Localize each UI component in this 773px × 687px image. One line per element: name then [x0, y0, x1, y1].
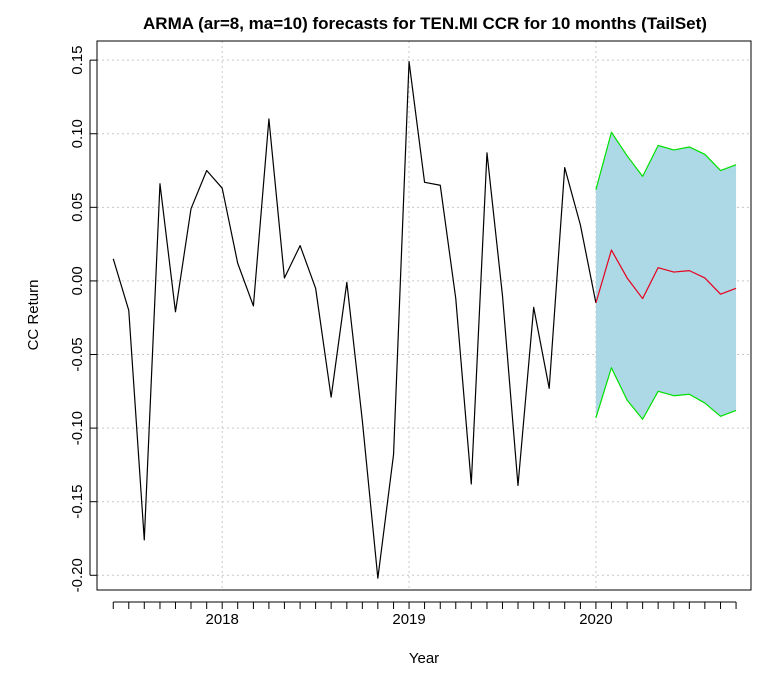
y-tick-label: -0.20: [69, 558, 86, 592]
confidence-band: [595, 132, 737, 420]
series-lines: [112, 61, 737, 579]
y-tick-label: 0.10: [69, 119, 86, 148]
x-axis-label: Year: [409, 650, 439, 667]
x-tick-label: 2018: [206, 611, 239, 628]
series-line-forecast: [595, 249, 737, 304]
series-line-lower-bound: [595, 367, 737, 420]
x-tick-label: 2020: [579, 611, 612, 628]
y-tick-label: -0.15: [69, 485, 86, 519]
series-line-actual: [112, 61, 597, 579]
plot-frame: [96, 40, 752, 591]
series-line-upper-bound: [595, 131, 737, 190]
y-tick-label: 0.15: [69, 46, 86, 75]
y-tick-label: 0.05: [69, 193, 86, 222]
y-tick-label: -0.05: [69, 337, 86, 371]
y-tick-label: 0.00: [69, 266, 86, 295]
y-axis: -0.20 -0.15 -0.10 -0.05 0.00 0.05 0.10 0.15: [69, 46, 97, 592]
x-tick-label: 2019: [392, 611, 425, 628]
y-axis-label: CC Return: [25, 280, 42, 351]
forecast-interval-band: [595, 132, 737, 420]
chart-title: ARMA (ar=8, ma=10) forecasts for TEN.MI …: [143, 14, 707, 33]
y-tick-label: -0.10: [69, 411, 86, 445]
x-axis: 2018 2019 2020: [112, 601, 737, 628]
